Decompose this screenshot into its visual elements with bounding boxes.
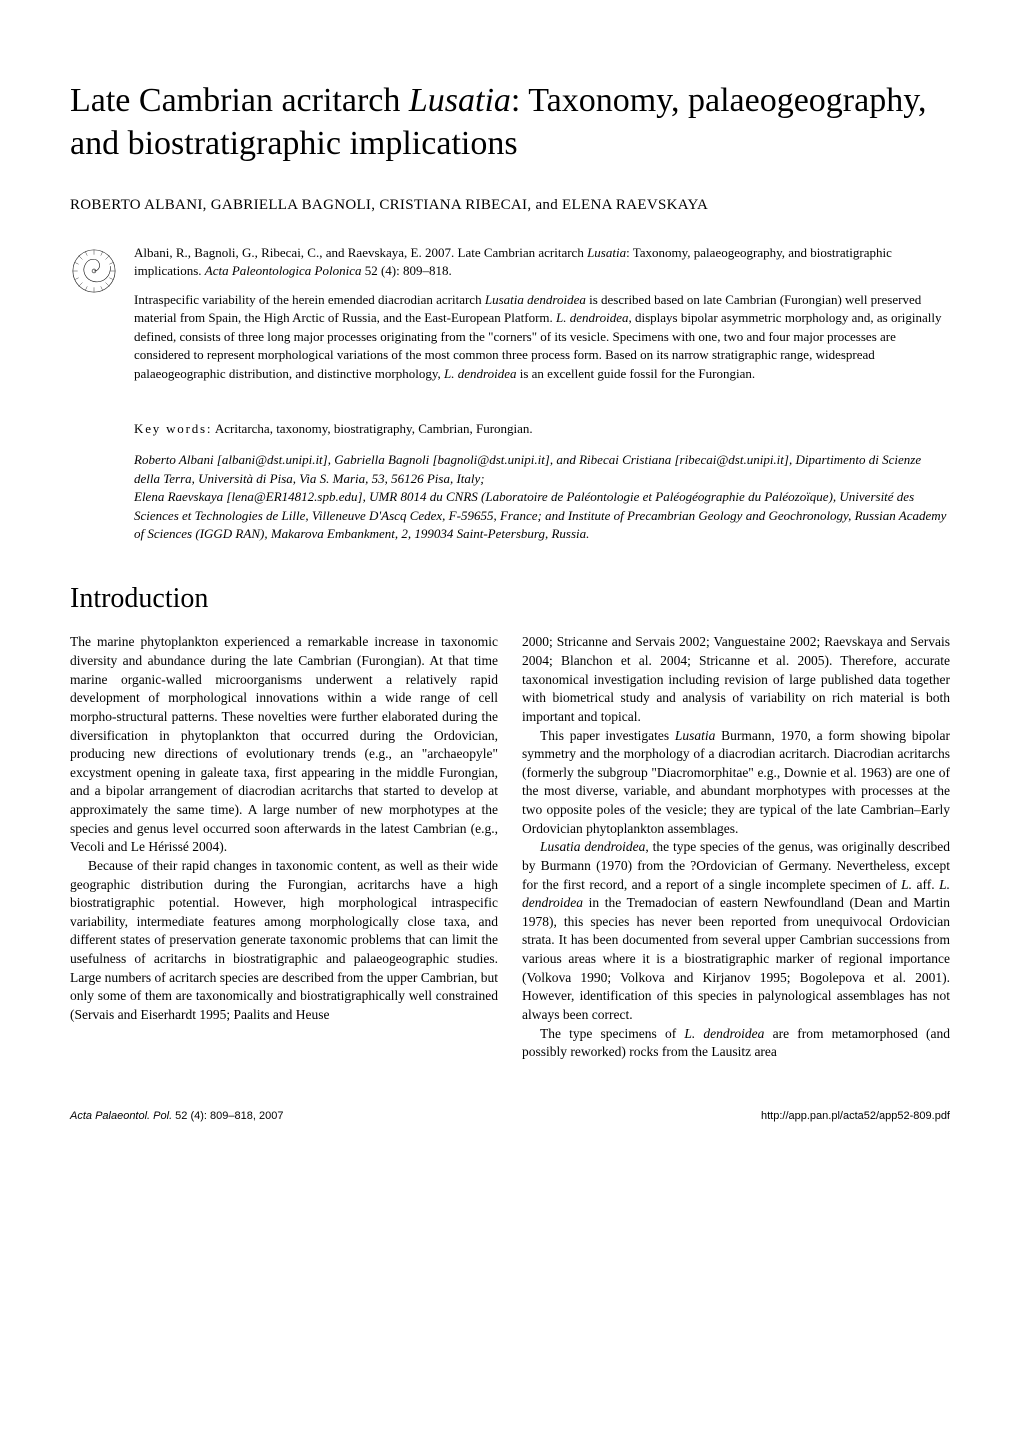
body-paragraph: 2000; Stricanne and Servais 2002; Vangue… bbox=[522, 633, 950, 726]
footer-journal: Acta Palaeontol. Pol. bbox=[70, 1110, 172, 1122]
keywords-text: Acritarcha, taxonomy, biostratigraphy, C… bbox=[215, 421, 533, 436]
keywords-line: Key words: Acritarcha, taxonomy, biostra… bbox=[134, 421, 950, 437]
ammonite-icon bbox=[70, 244, 126, 393]
body-columns: The marine phytoplankton experienced a r… bbox=[70, 633, 950, 1061]
abstract-block: Albani, R., Bagnoli, G., Ribecai, C., an… bbox=[70, 244, 950, 393]
body-paragraph: Lusatia dendroidea, the type species of … bbox=[522, 838, 950, 1024]
body-paragraph: The type specimens of L. dendroidea are … bbox=[522, 1025, 950, 1062]
body-paragraph: Because of their rapid changes in taxono… bbox=[70, 857, 498, 1025]
author-line: ROBERTO ALBANI, GABRIELLA BAGNOLI, CRIST… bbox=[70, 197, 950, 214]
left-column: The marine phytoplankton experienced a r… bbox=[70, 633, 498, 1061]
right-column: 2000; Stricanne and Servais 2002; Vangue… bbox=[522, 633, 950, 1061]
footer-url: http://app.pan.pl/acta52/app52-809.pdf bbox=[761, 1110, 950, 1122]
keywords-label: Key words: bbox=[134, 421, 212, 436]
section-heading-introduction: Introduction bbox=[70, 583, 950, 615]
body-paragraph: The marine phytoplankton experienced a r… bbox=[70, 633, 498, 857]
body-paragraph: This paper investigates Lusatia Burmann,… bbox=[522, 727, 950, 839]
footer-issue: 52 (4): 809–818, 2007 bbox=[172, 1110, 283, 1122]
page-footer: Acta Palaeontol. Pol. 52 (4): 809–818, 2… bbox=[70, 1110, 950, 1122]
abstract-citation: Albani, R., Bagnoli, G., Ribecai, C., an… bbox=[134, 244, 950, 281]
article-title: Late Cambrian acritarch Lusatia: Taxonom… bbox=[70, 80, 950, 165]
author-affiliations: Roberto Albani [albani@dst.unipi.it], Ga… bbox=[134, 451, 950, 543]
abstract-text: Albani, R., Bagnoli, G., Ribecai, C., an… bbox=[126, 244, 950, 393]
abstract-summary: Intraspecific variability of the herein … bbox=[134, 291, 950, 383]
footer-citation: Acta Palaeontol. Pol. 52 (4): 809–818, 2… bbox=[70, 1110, 283, 1122]
